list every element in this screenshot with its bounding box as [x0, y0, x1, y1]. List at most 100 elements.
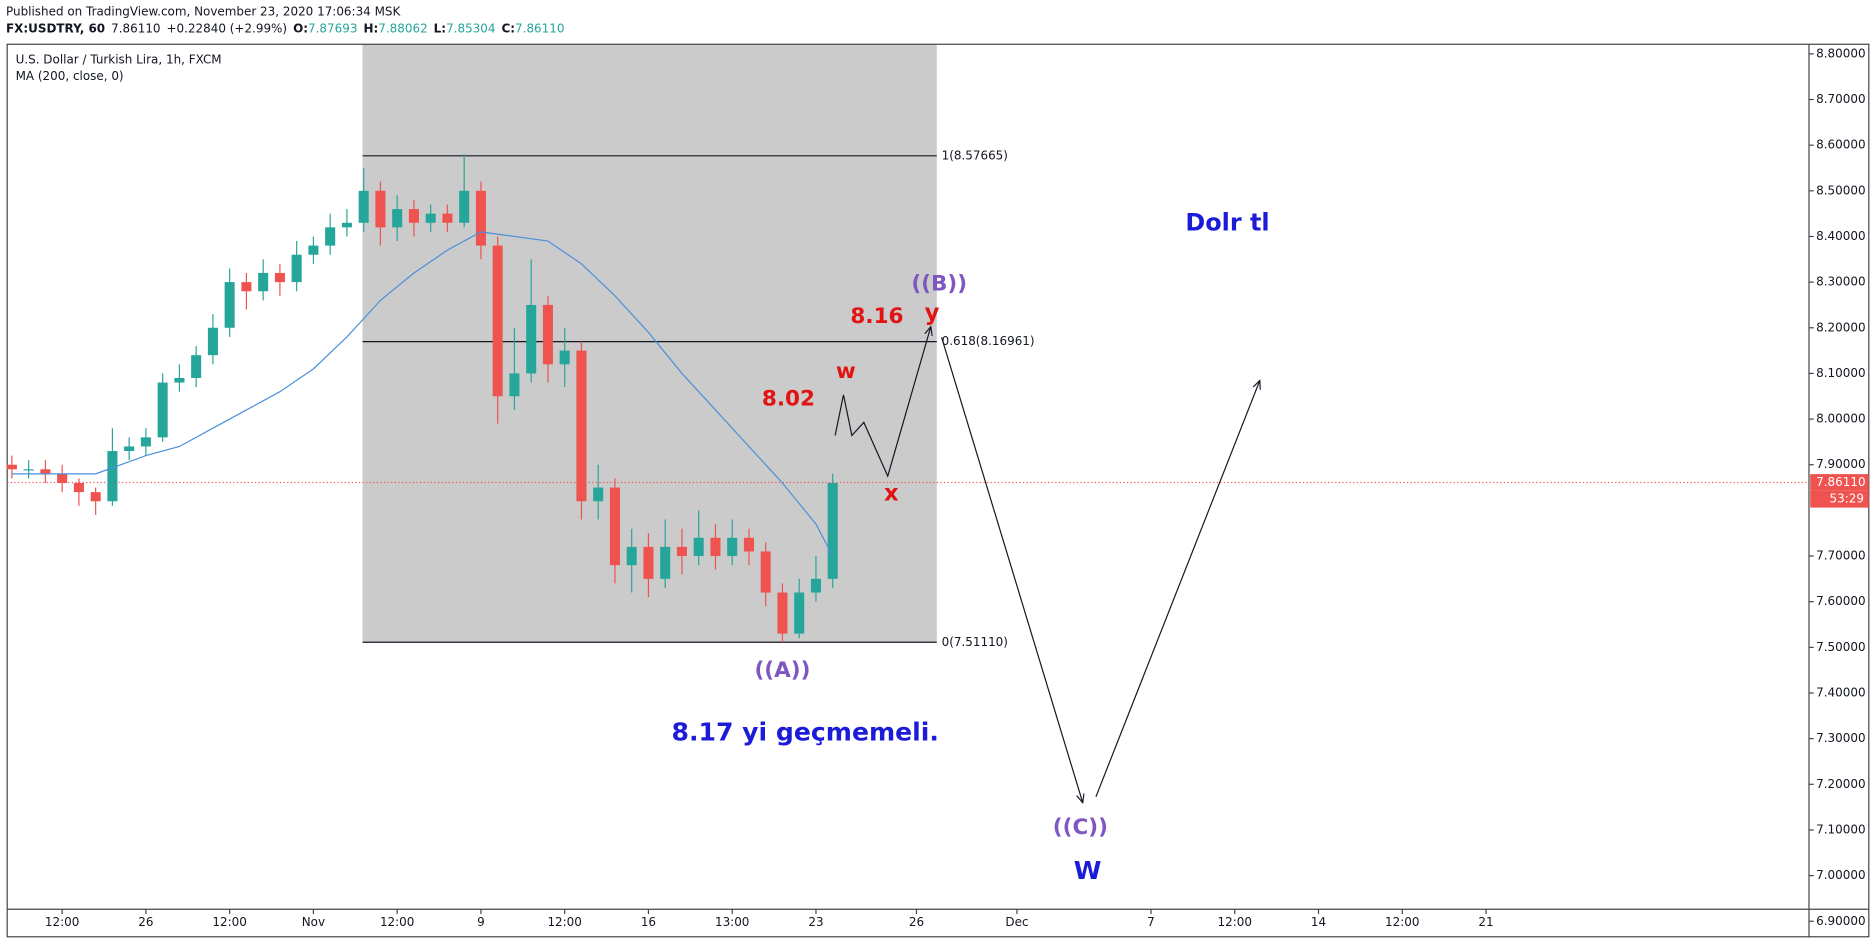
ohlc-value: 7.86110 — [515, 21, 564, 35]
candle-body — [207, 327, 218, 356]
x-tick-label: 14 — [1311, 915, 1326, 929]
y-tick-label: 8.10000 — [1816, 366, 1865, 380]
candle-body — [241, 282, 252, 292]
annotation: 8.17 yi geçmemeli. — [671, 717, 938, 746]
countdown: 53:29 — [1830, 492, 1864, 506]
candle-body — [743, 537, 754, 552]
y-tick-label: 7.30000 — [1816, 731, 1865, 745]
candle-body — [375, 190, 386, 228]
x-tick-label: 23 — [808, 915, 823, 929]
candle-body — [107, 451, 118, 502]
candle-body — [593, 487, 604, 502]
candle-body — [459, 190, 470, 223]
symbol-line: FX:USDTRY, 60 7.86110 +0.22840 (+2.99%) O:7… — [6, 21, 564, 35]
ohlc-value: 7.85304 — [446, 21, 495, 35]
x-tick-label: 12:00 — [45, 915, 79, 929]
candle-body — [660, 546, 671, 579]
candle-body — [643, 546, 654, 579]
wave-arrow — [1095, 380, 1260, 798]
candle-body — [760, 551, 771, 593]
candle-body — [676, 546, 687, 557]
candle-body — [291, 254, 302, 283]
candle-body — [626, 546, 637, 566]
annotation: w — [836, 359, 856, 384]
y-tick-label: 6.90000 — [1816, 914, 1865, 928]
y-tick-label: 7.90000 — [1816, 457, 1865, 471]
candle-body — [40, 469, 51, 474]
candle-body — [73, 482, 84, 493]
y-tick-label: 8.20000 — [1816, 320, 1865, 334]
candle-body — [6, 464, 17, 470]
candle-body — [526, 304, 537, 374]
y-tick-label: 7.00000 — [1816, 868, 1865, 882]
candle-body — [492, 245, 503, 397]
candle-body — [358, 190, 369, 223]
y-tick-label: 8.60000 — [1816, 138, 1865, 152]
annotation: ((C)) — [1053, 815, 1108, 840]
x-tick-label: Dec — [1005, 915, 1028, 929]
x-tick-label: 9 — [477, 915, 485, 929]
x-tick-label: 12:00 — [1218, 915, 1252, 929]
y-tick-label: 7.50000 — [1816, 640, 1865, 654]
candle-body — [542, 304, 553, 365]
candle-body — [124, 446, 135, 452]
x-tick-label: 21 — [1478, 915, 1493, 929]
ohlc-key: H: — [363, 21, 378, 35]
candle-body — [609, 487, 620, 566]
x-tick-label: 26 — [909, 915, 924, 929]
candle-body — [341, 222, 352, 228]
y-tick-label: 8.80000 — [1816, 46, 1865, 60]
annotation: 8.02 — [762, 387, 815, 412]
candle-body — [827, 482, 838, 579]
overlay-layer: 1(8.57665) 0.618(8.16961) 0(7.51110) 7.8611… — [671, 148, 1869, 885]
annotation: y — [925, 300, 940, 326]
candle-body — [224, 282, 235, 328]
candle-body — [57, 473, 68, 483]
fib-label: 0(7.51110) — [942, 635, 1008, 649]
candle-body — [140, 437, 151, 447]
wave-drawing — [834, 327, 1260, 803]
candle-body — [408, 209, 419, 223]
x-tick-label: 12:00 — [547, 915, 581, 929]
candle-body — [810, 578, 821, 593]
x-tick-label: 12:00 — [212, 915, 246, 929]
ma-line — [11, 231, 834, 557]
annotation: ((B)) — [911, 272, 967, 297]
y-tick-label: 8.40000 — [1816, 229, 1865, 243]
y-tick-label: 7.70000 — [1816, 549, 1865, 563]
main-layer: 6.90000 7.00000 7.10000 7.20000 7.30000 7.400… — [6, 46, 1866, 929]
fib-label: 1(8.57665) — [942, 148, 1008, 162]
ohlc-key: C: — [501, 21, 515, 35]
y-tick-label: 7.60000 — [1816, 594, 1865, 608]
published-note: Published on TradingView.com, November 2… — [6, 4, 401, 18]
x-tick-label: 7 — [1147, 915, 1155, 929]
candle-body — [157, 382, 168, 438]
candle-body — [710, 537, 721, 557]
candle-body — [509, 373, 520, 397]
x-tick-label: 12:00 — [380, 915, 414, 929]
ohlc-key: L: — [434, 21, 446, 35]
candle-body — [392, 209, 403, 228]
chart-title: U.S. Dollar / Turkish Lira, 1h, FXCM — [16, 52, 222, 66]
fib-label: 0.618(8.16961) — [942, 334, 1035, 348]
candle-body — [174, 377, 185, 383]
fib-zone — [362, 44, 937, 643]
y-tick-label: 7.40000 — [1816, 685, 1865, 699]
x-tick-label: Nov — [302, 915, 325, 929]
y-tick-label: 8.70000 — [1816, 92, 1865, 106]
symbol: FX:USDTRY, 60 — [6, 21, 105, 35]
x-tick-label: 16 — [641, 915, 656, 929]
candle-body — [475, 190, 486, 246]
candle-body — [23, 469, 34, 471]
candle-body — [559, 350, 570, 365]
candle-body — [325, 227, 336, 246]
last-price-label: 7.86110 — [1816, 475, 1865, 489]
candle-body — [90, 492, 101, 502]
countdown-tag — [1810, 490, 1869, 508]
x-tick-label: 26 — [138, 915, 153, 929]
y-tick-label: 8.00000 — [1816, 412, 1865, 426]
candle-body — [727, 537, 738, 557]
candle-body — [425, 213, 436, 223]
